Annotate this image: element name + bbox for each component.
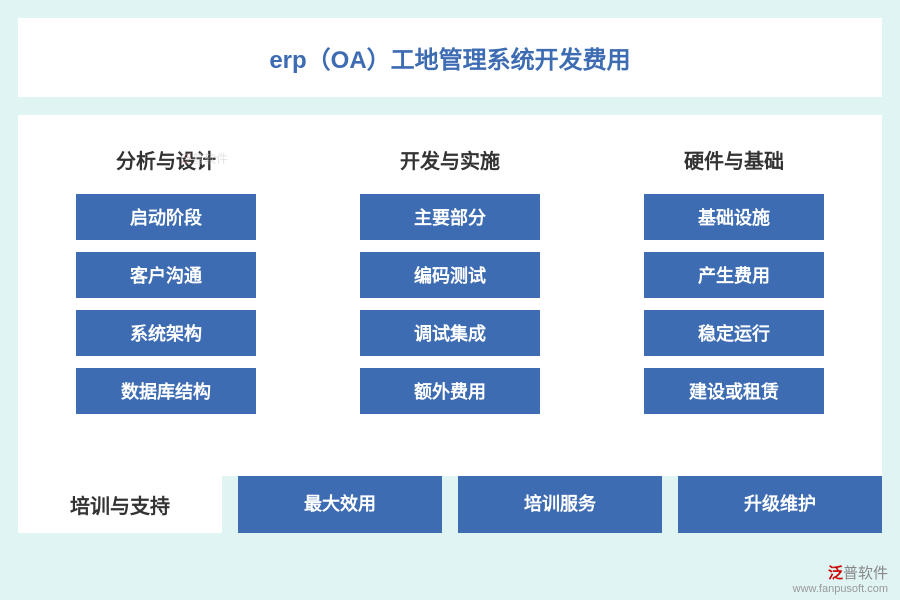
column-analysis: 分析与设计 启动阶段 客户沟通 系统架构 数据库结构 bbox=[44, 135, 288, 436]
column-header: 开发与实施 bbox=[328, 145, 572, 174]
item-button: 主要部分 bbox=[360, 194, 540, 240]
item-button: 产生费用 bbox=[644, 252, 824, 298]
columns-row: 分析与设计 启动阶段 客户沟通 系统架构 数据库结构 开发与实施 主要部分 编码… bbox=[44, 135, 856, 436]
title-container: erp（OA）工地管理系统开发费用 bbox=[18, 18, 882, 97]
item-button: 调试集成 bbox=[360, 310, 540, 356]
watermark-brand: 泛普软件 bbox=[793, 565, 888, 583]
column-header: 分析与设计 bbox=[44, 145, 288, 174]
watermark-corner: 泛普软件 www.fanpusoft.com bbox=[793, 565, 888, 596]
content-area: 分析与设计 启动阶段 客户沟通 系统架构 数据库结构 开发与实施 主要部分 编码… bbox=[18, 115, 882, 476]
watermark-url: www.fanpusoft.com bbox=[793, 583, 888, 596]
item-button: 基础设施 bbox=[644, 194, 824, 240]
main-title: erp（OA）工地管理系统开发费用 bbox=[18, 40, 882, 75]
wm-faint-rest: 普软件 bbox=[192, 152, 228, 166]
watermark-faint: 泛普软件 bbox=[180, 150, 228, 167]
bottom-label: 培训与支持 bbox=[18, 476, 222, 533]
item-button: 客户沟通 bbox=[76, 252, 256, 298]
item-button: 编码测试 bbox=[360, 252, 540, 298]
wm-faint-prefix: 泛 bbox=[180, 152, 192, 166]
column-header: 硬件与基础 bbox=[612, 145, 856, 174]
item-button: 系统架构 bbox=[76, 310, 256, 356]
item-button: 稳定运行 bbox=[644, 310, 824, 356]
item-button: 额外费用 bbox=[360, 368, 540, 414]
column-hardware: 硬件与基础 基础设施 产生费用 稳定运行 建设或租赁 bbox=[612, 135, 856, 436]
bottom-item: 升级维护 bbox=[678, 476, 882, 533]
bottom-item: 最大效用 bbox=[238, 476, 442, 533]
item-button: 启动阶段 bbox=[76, 194, 256, 240]
item-button: 数据库结构 bbox=[76, 368, 256, 414]
wm-rest: 普软件 bbox=[843, 565, 888, 582]
column-development: 开发与实施 主要部分 编码测试 调试集成 额外费用 bbox=[328, 135, 572, 436]
wm-prefix: 泛 bbox=[828, 565, 843, 582]
item-button: 建设或租赁 bbox=[644, 368, 824, 414]
bottom-item: 培训服务 bbox=[458, 476, 662, 533]
bottom-row: 培训与支持 最大效用 培训服务 升级维护 bbox=[18, 476, 882, 533]
